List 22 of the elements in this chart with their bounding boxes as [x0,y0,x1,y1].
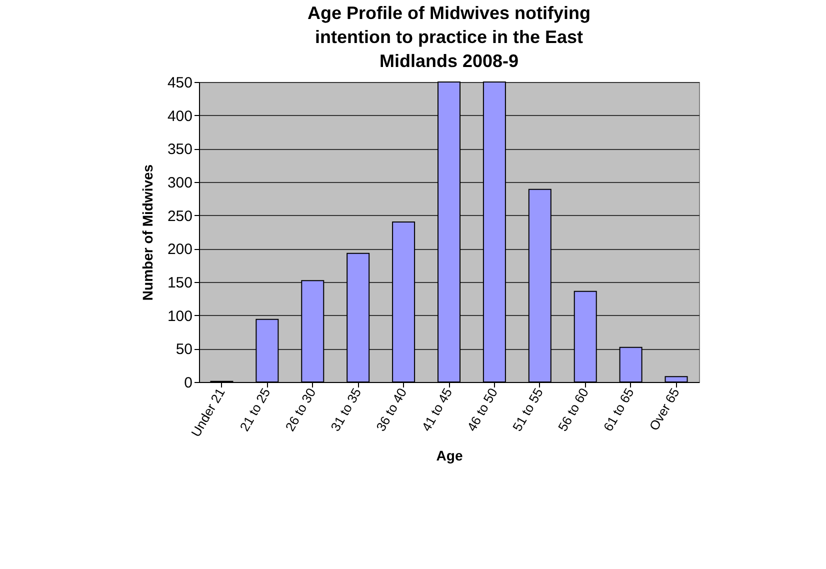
y-tick-label: 350 [167,141,192,158]
x-tick-label: 26 to 30 [282,386,319,434]
y-tick-label: 200 [167,241,192,258]
x-tick-label: 61 to 65 [600,386,637,434]
x-tick-label: 41 to 45 [418,386,456,434]
y-tick-label: 300 [167,174,192,192]
x-tick-label: 36 to 40 [373,386,410,434]
x-tick-label: 46 to 50 [464,386,501,434]
x-tick-label: 21 to 25 [236,386,274,434]
y-tick-label: 400 [167,108,192,125]
y-tick-label: 100 [167,308,192,325]
x-axis-title: Age [436,447,463,464]
chart-title: Age Profile of Midwives notifying intention to practice in the East Midlands 2008-9 [307,3,591,71]
x-tick-label: 31 to 35 [328,386,364,434]
y-tick-label: 50 [176,341,192,358]
x-tick-label: 56 to 60 [554,386,592,434]
y-tick-label: 0 [184,374,192,392]
y-axis-title: Number of Midwives [139,164,156,301]
y-tick-label: 450 [167,74,192,92]
x-tick-label: 51 to 55 [509,386,546,434]
y-tick-label: 250 [167,208,192,225]
y-tick-label: 150 [167,274,192,292]
